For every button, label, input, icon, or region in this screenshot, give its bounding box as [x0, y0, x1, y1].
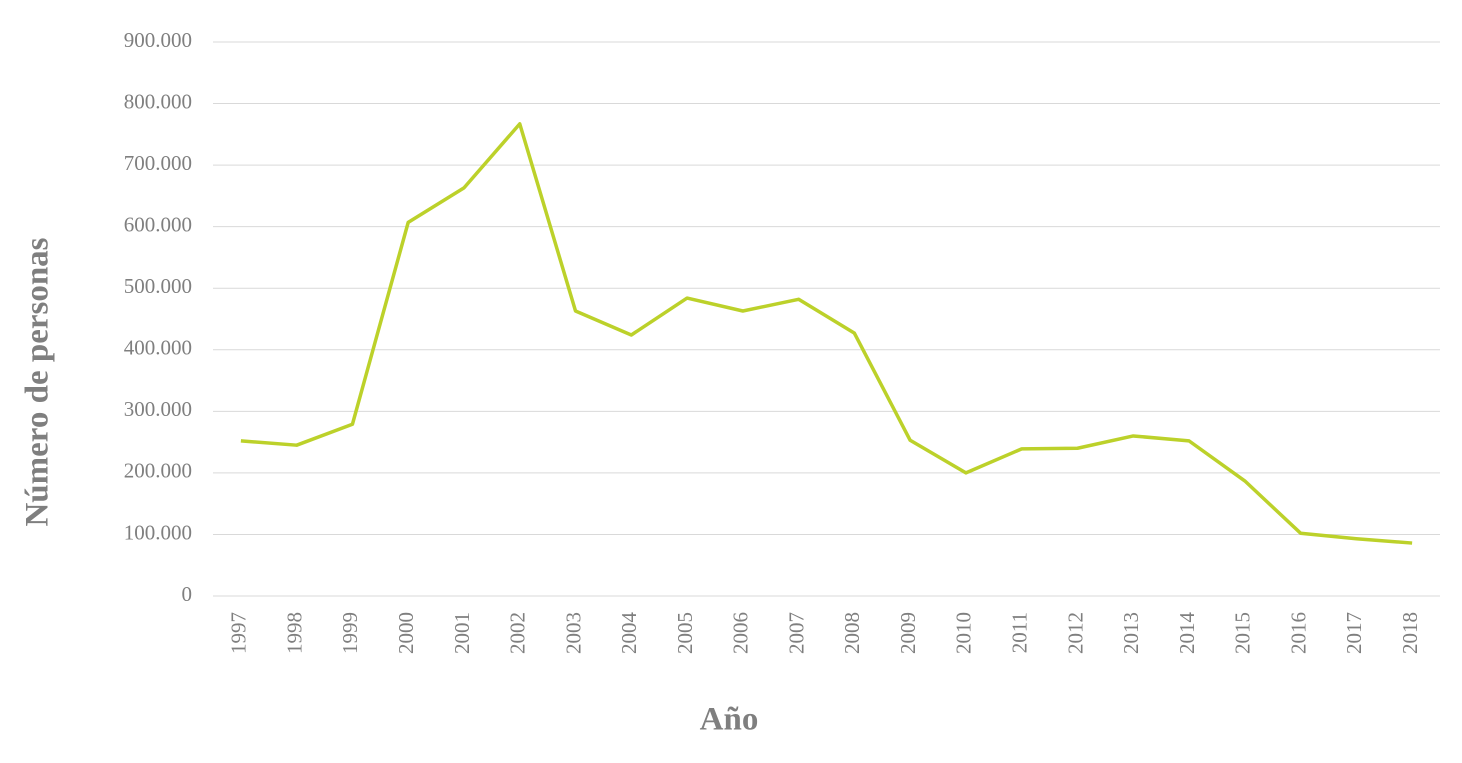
x-tick-label: 2015 — [1231, 612, 1255, 654]
x-tick-label: 2008 — [840, 612, 864, 654]
x-tick-label: 2005 — [673, 612, 697, 654]
x-tick-label: 2004 — [617, 612, 641, 655]
x-tick-label: 1998 — [282, 612, 306, 654]
x-tick-label: 2012 — [1063, 612, 1087, 654]
y-tick-label: 100.000 — [124, 520, 192, 544]
y-tick-label: 0 — [182, 582, 193, 606]
y-tick-label: 600.000 — [124, 212, 192, 236]
x-tick-label: 2007 — [784, 612, 808, 654]
x-tick-label: 2016 — [1286, 612, 1310, 654]
y-tick-label: 800.000 — [124, 89, 192, 113]
x-tick-label: 1999 — [338, 612, 362, 654]
y-tick-label: 200.000 — [124, 459, 192, 483]
data-line — [240, 122, 1413, 545]
x-tick-label: 2001 — [450, 612, 474, 654]
y-tick-label: 400.000 — [124, 336, 192, 360]
y-tick-label: 900.000 — [124, 28, 192, 52]
x-tick-label: 2011 — [1008, 612, 1032, 653]
y-tick-label: 300.000 — [124, 397, 192, 421]
y-tick-label: 500.000 — [124, 274, 192, 298]
x-tick-label: 2017 — [1342, 612, 1366, 654]
x-tick-label: 1997 — [227, 612, 251, 654]
x-tick-label: 2010 — [952, 612, 976, 654]
x-tick-label: 2006 — [729, 612, 753, 654]
x-tick-label: 2013 — [1119, 612, 1143, 654]
y-tick-label: 700.000 — [124, 151, 192, 175]
x-tick-label: 2009 — [896, 612, 920, 654]
x-tick-label: 2000 — [394, 612, 418, 654]
x-axis-title: Año — [700, 702, 759, 738]
y-axis-title: Número de personas — [20, 237, 56, 526]
x-tick-label: 2014 — [1175, 612, 1199, 655]
x-tick-label: 2003 — [561, 612, 585, 654]
x-tick-label: 2002 — [506, 612, 530, 654]
x-tick-label: 2018 — [1398, 612, 1422, 654]
